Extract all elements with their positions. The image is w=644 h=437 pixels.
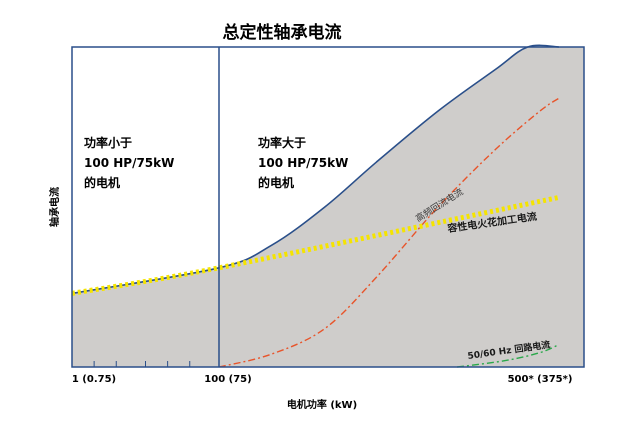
region-label-large: 功率大于 100 HP/75kW 的电机: [258, 135, 353, 190]
region-label-small-line1: 功率小于: [84, 135, 132, 150]
plot-border: [71, 46, 585, 368]
region-label-large-line3: 的电机: [258, 175, 294, 190]
x-axis-title: 电机功率 (kW): [287, 398, 357, 411]
x-tick-label: 1 (0.75): [72, 374, 116, 385]
x-tick-label: 100 (75): [204, 374, 251, 385]
chart-title: 总定性轴承电流: [223, 22, 342, 43]
y-axis-title: 轴承电流: [48, 187, 61, 227]
x-tick-label: 500* (375*): [508, 374, 573, 385]
region-label-small-line2: 100 HP/75kW: [84, 156, 174, 170]
region-label-large-line1: 功率大于: [258, 135, 306, 150]
region-label-large-line2: 100 HP/75kW: [258, 156, 348, 170]
series-line-0: [218, 97, 560, 368]
region-label-small: 功率小于 100 HP/75kW 的电机: [84, 135, 179, 190]
plot-area: [71, 44, 584, 368]
series-line-1: [71, 194, 560, 296]
series-line-2: [457, 343, 560, 368]
total-current-fill: [72, 45, 584, 367]
region-label-small-line3: 的电机: [84, 175, 120, 190]
